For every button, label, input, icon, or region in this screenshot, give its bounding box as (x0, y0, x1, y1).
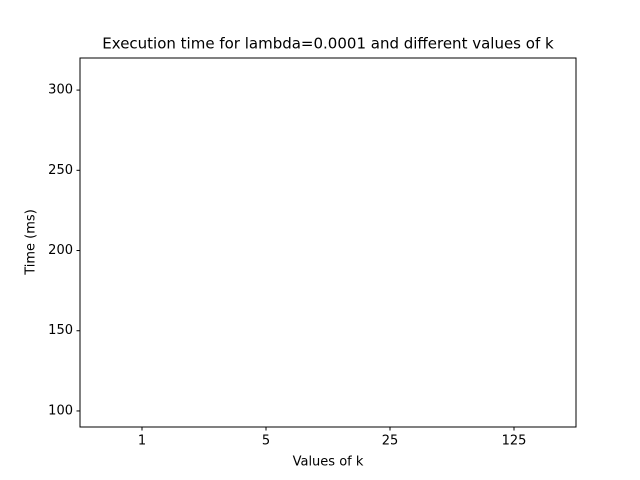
y-tick-label: 250 (48, 163, 73, 178)
y-tick-label: 150 (48, 323, 73, 338)
x-tick-label: 1 (138, 434, 146, 449)
x-tick-label: 5 (262, 434, 270, 449)
y-tick-label: 200 (48, 243, 73, 258)
y-tick-label: 300 (48, 83, 73, 98)
x-axis-label: Values of k (293, 455, 364, 470)
x-tick-label: 25 (382, 434, 399, 449)
y-axis-label: Time (ms) (24, 209, 39, 276)
x-tick-label: 125 (502, 434, 527, 449)
y-tick-label: 100 (48, 403, 73, 418)
chart-title: Execution time for lambda=0.0001 and dif… (102, 35, 554, 53)
axes-frame (79, 57, 577, 428)
